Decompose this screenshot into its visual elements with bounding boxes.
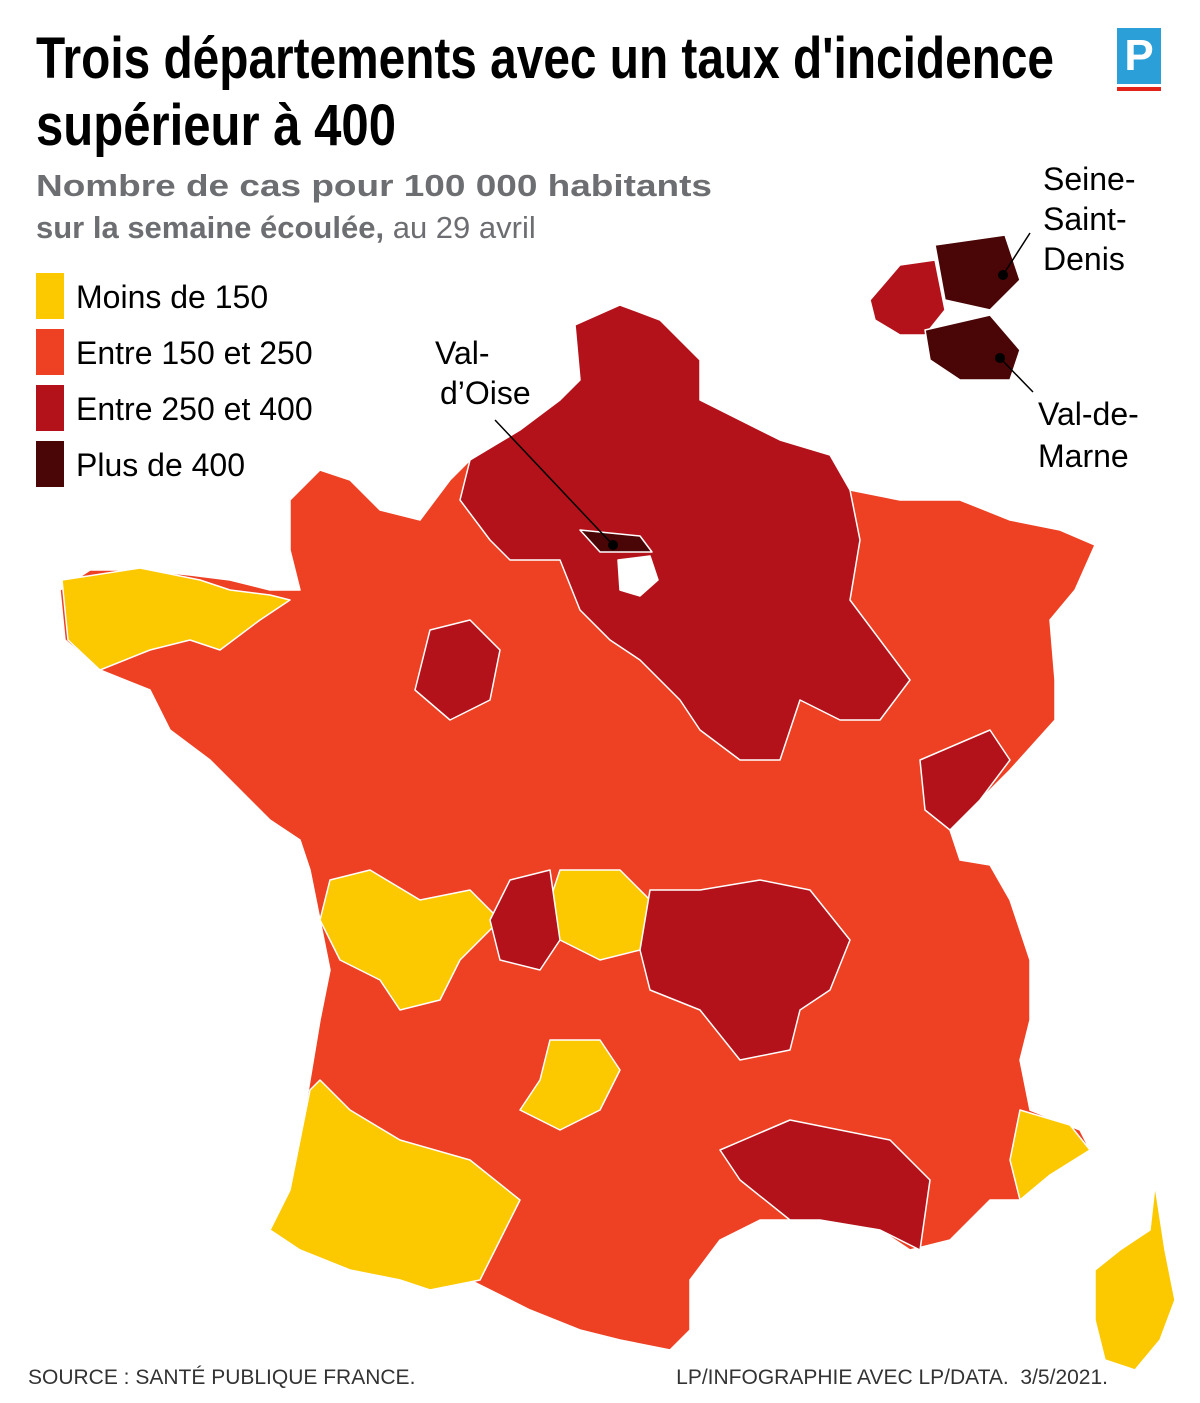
legend-label: Moins de 150 [76, 279, 268, 315]
leader-line [494, 419, 614, 546]
logo-line [1117, 87, 1161, 91]
legend-swatch [36, 329, 64, 375]
region [489, 869, 561, 971]
region [919, 729, 1011, 831]
subtitle-bold: sur la semaine écoulée, [36, 210, 384, 245]
source: SOURCE : SANTÉ PUBLIQUE FRANCE. [28, 1366, 415, 1389]
region [519, 1039, 621, 1131]
region [1009, 1109, 1091, 1201]
legend-label: Plus de 400 [76, 447, 245, 483]
callout-line: Seine- [1043, 161, 1136, 197]
callout-dot [998, 270, 1008, 280]
callout-line: Saint- [1043, 201, 1127, 237]
legend: Moins de 150 Entre 150 et 250 Entre 250 et… [36, 273, 313, 487]
legend-swatch [36, 441, 64, 487]
map [59, 234, 1176, 1371]
region [414, 619, 501, 721]
region [719, 1119, 931, 1251]
legend-label: Entre 250 et 400 [76, 391, 313, 427]
region [319, 869, 501, 1011]
title-line: supérieur à 400 [36, 93, 396, 158]
callout-dot [608, 540, 618, 550]
region [924, 314, 1021, 381]
region [61, 567, 291, 671]
logo-box [1117, 28, 1161, 84]
region [869, 259, 946, 336]
callout-dot [995, 353, 1005, 363]
logo-text: P [1124, 31, 1153, 80]
leader-line [1002, 232, 1031, 276]
region [639, 879, 851, 1061]
credit: LP/INFOGRAPHIE AVEC LP/DATA. 3/5/2021. [676, 1366, 1108, 1389]
legend-swatch [36, 273, 64, 319]
subtitle-date: au 29 avril [393, 210, 536, 245]
subtitle-line-2: sur la semaine écoulée, au 29 avril [36, 210, 536, 245]
leader-line [999, 357, 1034, 393]
region [1094, 1184, 1176, 1371]
callout-line: d’Oise [440, 375, 531, 411]
subtitle-line: Nombre de cas pour 100 000 habitants [36, 168, 712, 203]
callouts: Val- d’Oise Seine- Saint- Denis Val-de- … [435, 161, 1139, 550]
callout-line: Val-de- [1038, 396, 1139, 432]
legend-swatch [36, 385, 64, 431]
logo: P [1117, 28, 1161, 91]
region [269, 1079, 521, 1291]
paris-area [617, 555, 659, 597]
region [934, 234, 1021, 311]
region [459, 304, 911, 761]
callout-line: Marne [1038, 438, 1129, 474]
legend-label: Entre 150 et 250 [76, 335, 313, 371]
callout-line: Denis [1043, 241, 1125, 277]
title-line: Trois départements avec un taux d'incide… [36, 26, 1054, 91]
callout-line: Val- [435, 335, 490, 371]
